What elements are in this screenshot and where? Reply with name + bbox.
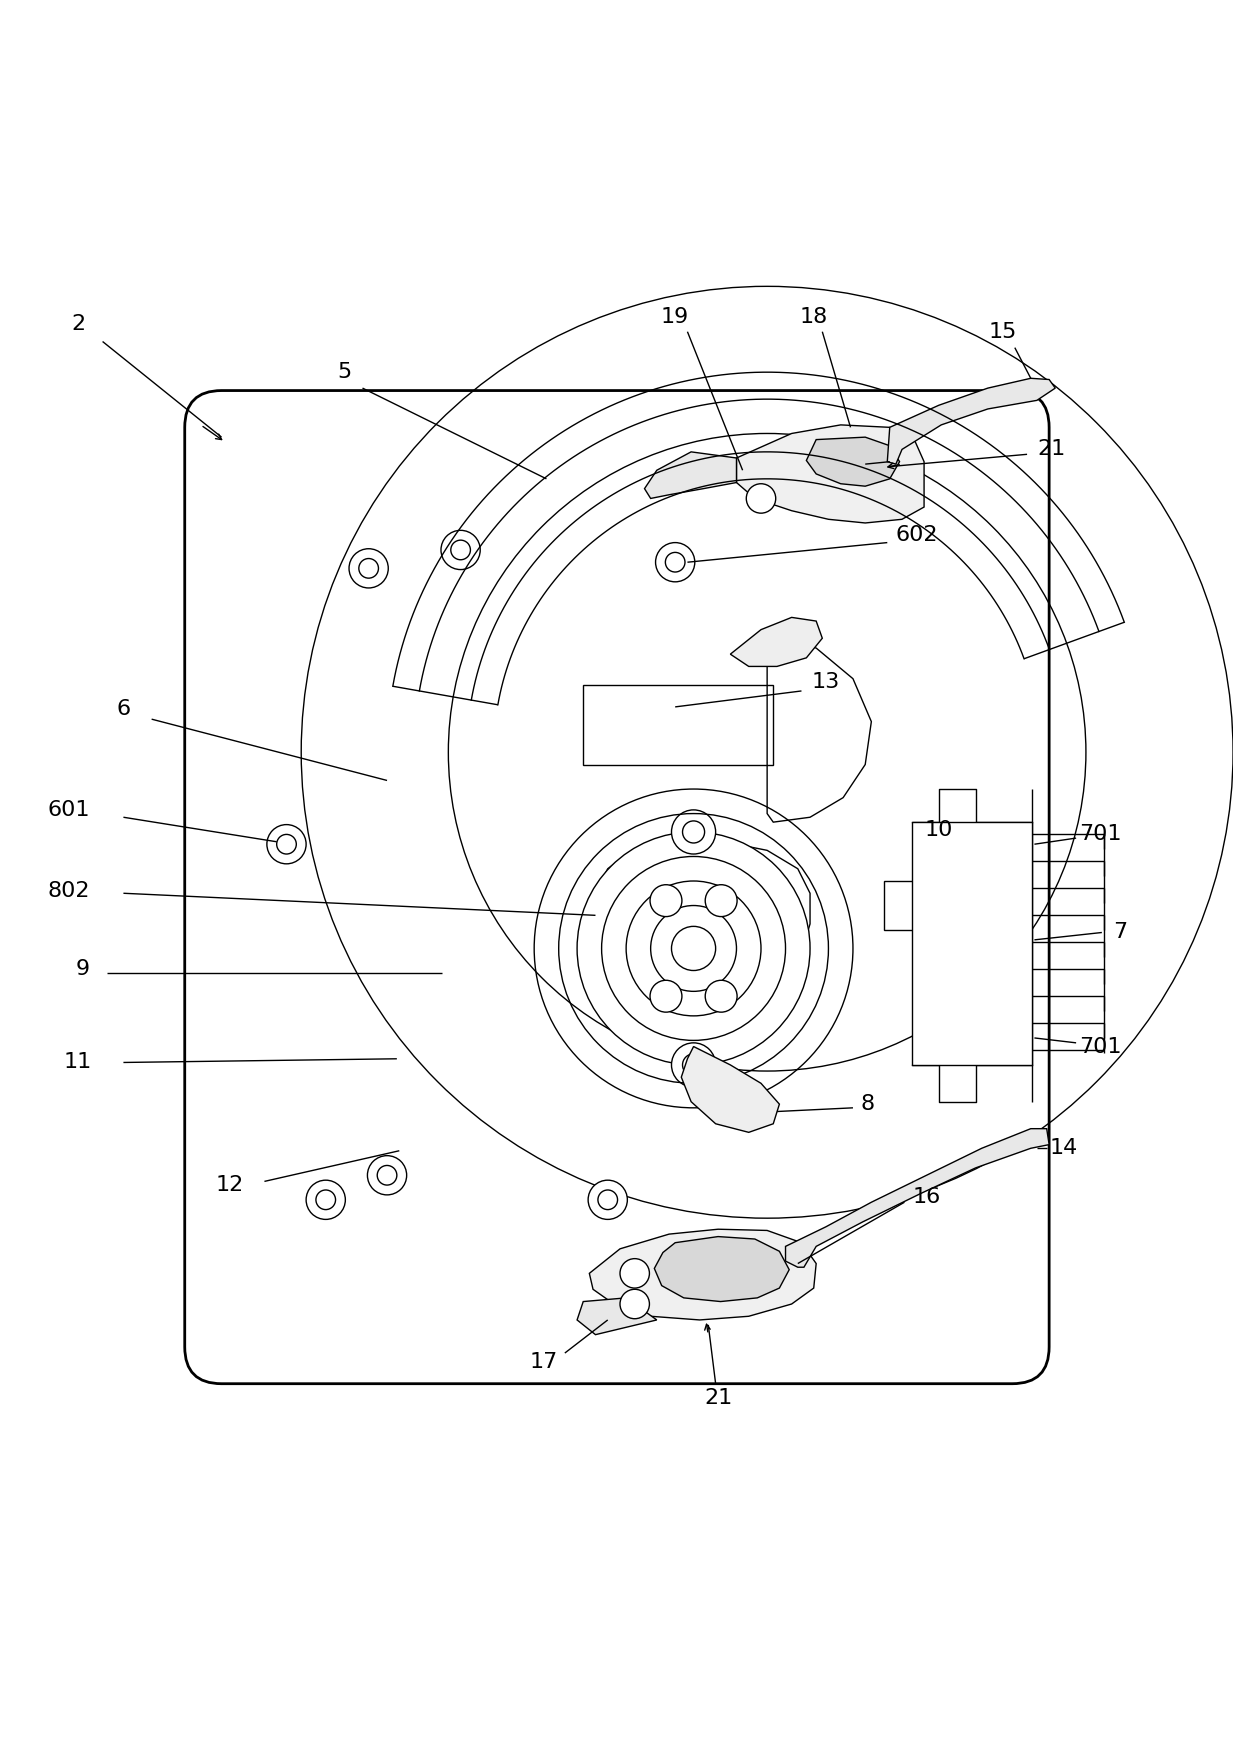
Text: 9: 9 — [76, 959, 91, 980]
Circle shape — [267, 825, 306, 863]
Text: 701: 701 — [1079, 825, 1122, 844]
Text: 17: 17 — [529, 1351, 558, 1371]
Circle shape — [682, 1054, 704, 1077]
Circle shape — [706, 885, 737, 916]
Polygon shape — [681, 1047, 780, 1133]
Polygon shape — [577, 1299, 657, 1334]
Circle shape — [316, 1189, 336, 1209]
Circle shape — [601, 856, 785, 1040]
Text: 6: 6 — [117, 700, 130, 719]
Circle shape — [348, 548, 388, 589]
Bar — [911, 823, 1032, 1064]
Text: 21: 21 — [1038, 439, 1065, 460]
Circle shape — [672, 811, 715, 855]
Text: 19: 19 — [661, 307, 689, 328]
Text: 14: 14 — [1050, 1138, 1078, 1158]
Circle shape — [682, 821, 704, 842]
FancyBboxPatch shape — [185, 391, 1049, 1383]
Circle shape — [672, 1043, 715, 1087]
Polygon shape — [645, 451, 737, 499]
Polygon shape — [655, 1237, 789, 1302]
Circle shape — [598, 1189, 618, 1209]
Circle shape — [620, 1290, 650, 1318]
Circle shape — [620, 1258, 650, 1288]
Text: 7: 7 — [1114, 923, 1127, 943]
Circle shape — [367, 1156, 407, 1195]
Circle shape — [588, 1181, 627, 1219]
Polygon shape — [888, 379, 1055, 463]
Bar — [884, 881, 913, 930]
Text: 21: 21 — [704, 1388, 732, 1408]
Circle shape — [377, 1165, 397, 1186]
Text: 601: 601 — [47, 800, 89, 819]
Polygon shape — [806, 437, 899, 486]
Polygon shape — [737, 425, 924, 523]
Circle shape — [577, 832, 810, 1064]
Text: 10: 10 — [925, 819, 954, 839]
Text: 13: 13 — [812, 673, 841, 692]
Text: 16: 16 — [913, 1188, 941, 1207]
Text: 12: 12 — [216, 1175, 244, 1195]
Polygon shape — [589, 1230, 816, 1320]
Circle shape — [626, 881, 761, 1017]
Text: 602: 602 — [895, 525, 937, 544]
Circle shape — [650, 980, 682, 1011]
Circle shape — [666, 553, 684, 573]
Circle shape — [672, 927, 715, 971]
Text: 15: 15 — [988, 322, 1017, 342]
Circle shape — [650, 885, 682, 916]
Circle shape — [451, 541, 470, 560]
Circle shape — [358, 559, 378, 578]
Text: 8: 8 — [861, 1094, 874, 1114]
Circle shape — [706, 980, 737, 1011]
Polygon shape — [730, 617, 822, 666]
Polygon shape — [591, 840, 810, 997]
Bar — [583, 685, 774, 765]
Text: 2: 2 — [71, 314, 86, 335]
Text: 18: 18 — [800, 307, 828, 328]
Circle shape — [656, 543, 694, 581]
Text: 5: 5 — [337, 363, 351, 382]
Text: 11: 11 — [64, 1052, 92, 1073]
Circle shape — [746, 485, 776, 513]
Circle shape — [277, 835, 296, 855]
Circle shape — [441, 530, 480, 569]
Text: 802: 802 — [47, 881, 89, 900]
Polygon shape — [785, 1129, 1049, 1267]
Circle shape — [651, 906, 737, 992]
Circle shape — [306, 1181, 346, 1219]
Text: 701: 701 — [1079, 1036, 1122, 1057]
